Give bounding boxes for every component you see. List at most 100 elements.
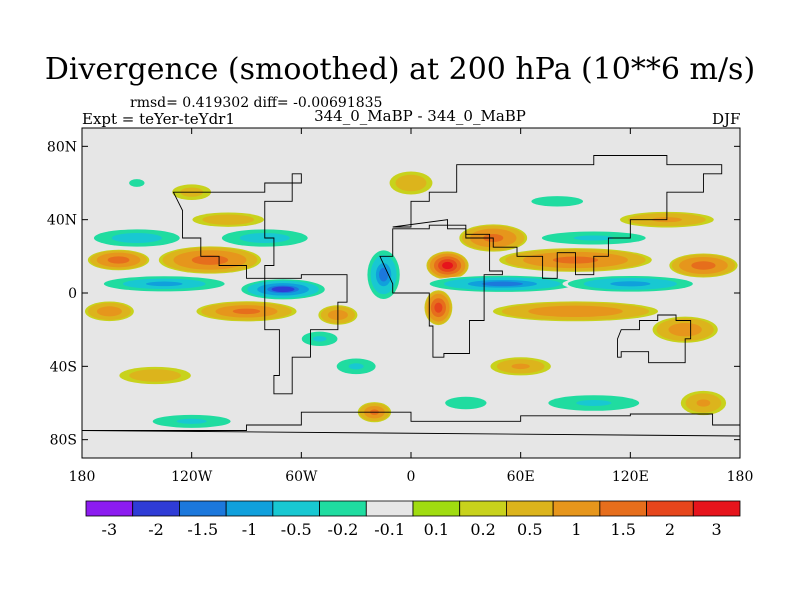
field-feature: [87, 249, 150, 271]
field-feature: [332, 356, 380, 376]
contour-fill: [434, 302, 443, 313]
contour-fill: [442, 261, 454, 270]
field-feature: [437, 394, 495, 412]
field-feature: [192, 212, 264, 227]
colorbar-label: 0.1: [424, 520, 449, 539]
field-feature: [196, 301, 297, 322]
field-feature: [562, 275, 699, 293]
colorbar-swatch: [412, 500, 461, 517]
colorbar-swatch: [365, 500, 414, 517]
contour-fill: [145, 281, 183, 287]
colorbar-swatch: [646, 500, 694, 517]
colorbar-label: -1: [242, 520, 258, 539]
field-feature: [424, 290, 453, 326]
contour-fill: [576, 399, 612, 407]
contour-fill: [528, 305, 623, 318]
contour-fill: [96, 306, 122, 317]
field-feature: [652, 316, 718, 343]
coastline: [264, 274, 348, 395]
field-feature: [669, 253, 738, 278]
experiment-label: Expt = teYer-teYdr1: [82, 110, 235, 128]
colorbar-swatch: [179, 500, 227, 517]
field-feature: [239, 278, 327, 300]
contour-fill: [691, 261, 716, 270]
colorbar-label: 1.5: [610, 520, 635, 539]
y-axis: 80N 40N 0 40S 80S: [47, 139, 740, 449]
x-tick-label: 0: [407, 469, 416, 485]
contour-fill: [232, 308, 261, 315]
coastline: [392, 155, 723, 279]
x-tick-label: 180: [727, 469, 754, 485]
colorbar-label: -0.2: [327, 520, 358, 539]
colorbar-swatch: [225, 500, 274, 517]
coastline: [379, 224, 503, 358]
colorbar: -3 -2 -1.5 -1 -0.5 -0.2 -0.1 0.1 0.2 0.5 1 1.5 2 3: [85, 500, 741, 539]
x-tick-label: 60E: [507, 469, 535, 485]
colorbar-label: 3: [712, 520, 722, 539]
contour-fill: [379, 267, 389, 282]
contour-fill: [348, 363, 364, 370]
coastline: [82, 411, 740, 437]
y-tick-label: 80S: [50, 433, 77, 449]
field-feature: [680, 390, 727, 416]
colorbar-swatch: [272, 500, 320, 517]
stats-line: rmsd= 0.419302 diff= -0.00691835: [130, 95, 383, 111]
case-label: 344_0_MaBP - 344_0_MaBP: [314, 107, 526, 125]
colorbar-label: -1.5: [187, 520, 218, 539]
contour-fill: [111, 232, 162, 244]
field-feature: [84, 301, 134, 322]
contour-fill: [129, 179, 145, 187]
contour-fill: [107, 256, 130, 264]
contour-fill: [312, 336, 327, 342]
colorbar-swatch: [319, 500, 367, 517]
field-feature: [123, 176, 150, 190]
x-tick-label: 120W: [171, 469, 213, 485]
chart-title: Divergence (smoothed) at 200 hPa (10**6 …: [44, 52, 756, 87]
coastline: [172, 173, 302, 279]
coastlines: [82, 155, 740, 437]
contour-fill: [481, 281, 523, 287]
y-tick-label: 80N: [47, 139, 77, 155]
contour-fill: [610, 281, 651, 287]
y-tick-label: 40N: [47, 213, 77, 229]
contour-fill: [176, 418, 207, 424]
colorbar-label: 0.2: [470, 520, 495, 539]
field-feature: [531, 230, 657, 246]
field-feature: [490, 357, 551, 376]
colorbar-label: 0.5: [517, 520, 542, 539]
season-label: DJF: [712, 110, 741, 128]
colorbar-label: -0.5: [281, 520, 312, 539]
field-feature: [492, 301, 659, 322]
field-feature: [426, 251, 469, 280]
contour-fill: [202, 214, 255, 225]
colorbar-swatch: [599, 500, 647, 517]
x-axis: 180 120W 60W 0 60E 120E 180: [69, 128, 754, 485]
colorbar-label: -2: [148, 520, 164, 539]
y-tick-label: 0: [68, 286, 77, 302]
contour-fill: [573, 235, 614, 241]
field-feature: [539, 393, 649, 413]
field-feature: [366, 248, 401, 301]
colorbar-swatch: [459, 500, 507, 517]
field-feature: [158, 246, 262, 274]
colorbar-swatch: [506, 500, 554, 517]
colorbar-swatch: [552, 500, 601, 517]
field-feature: [97, 275, 232, 293]
x-tick-label: 60W: [285, 469, 318, 485]
field-feature: [87, 228, 186, 248]
colorbar-swatch: [85, 500, 134, 517]
x-tick-label: 180: [69, 469, 96, 485]
contour-fill: [129, 369, 181, 382]
contour-fill: [531, 196, 584, 207]
contour-fill: [271, 286, 295, 293]
contour-fill: [668, 322, 702, 337]
x-tick-label: 120E: [612, 469, 649, 485]
colorbar-label: -3: [102, 520, 118, 539]
contour-fill: [445, 396, 487, 410]
field-feature: [144, 413, 239, 430]
contour-fill: [511, 363, 530, 370]
field-feature: [389, 171, 433, 195]
coastline: [617, 314, 692, 364]
contour-fill: [395, 174, 427, 192]
colorbar-label: 1: [571, 520, 581, 539]
